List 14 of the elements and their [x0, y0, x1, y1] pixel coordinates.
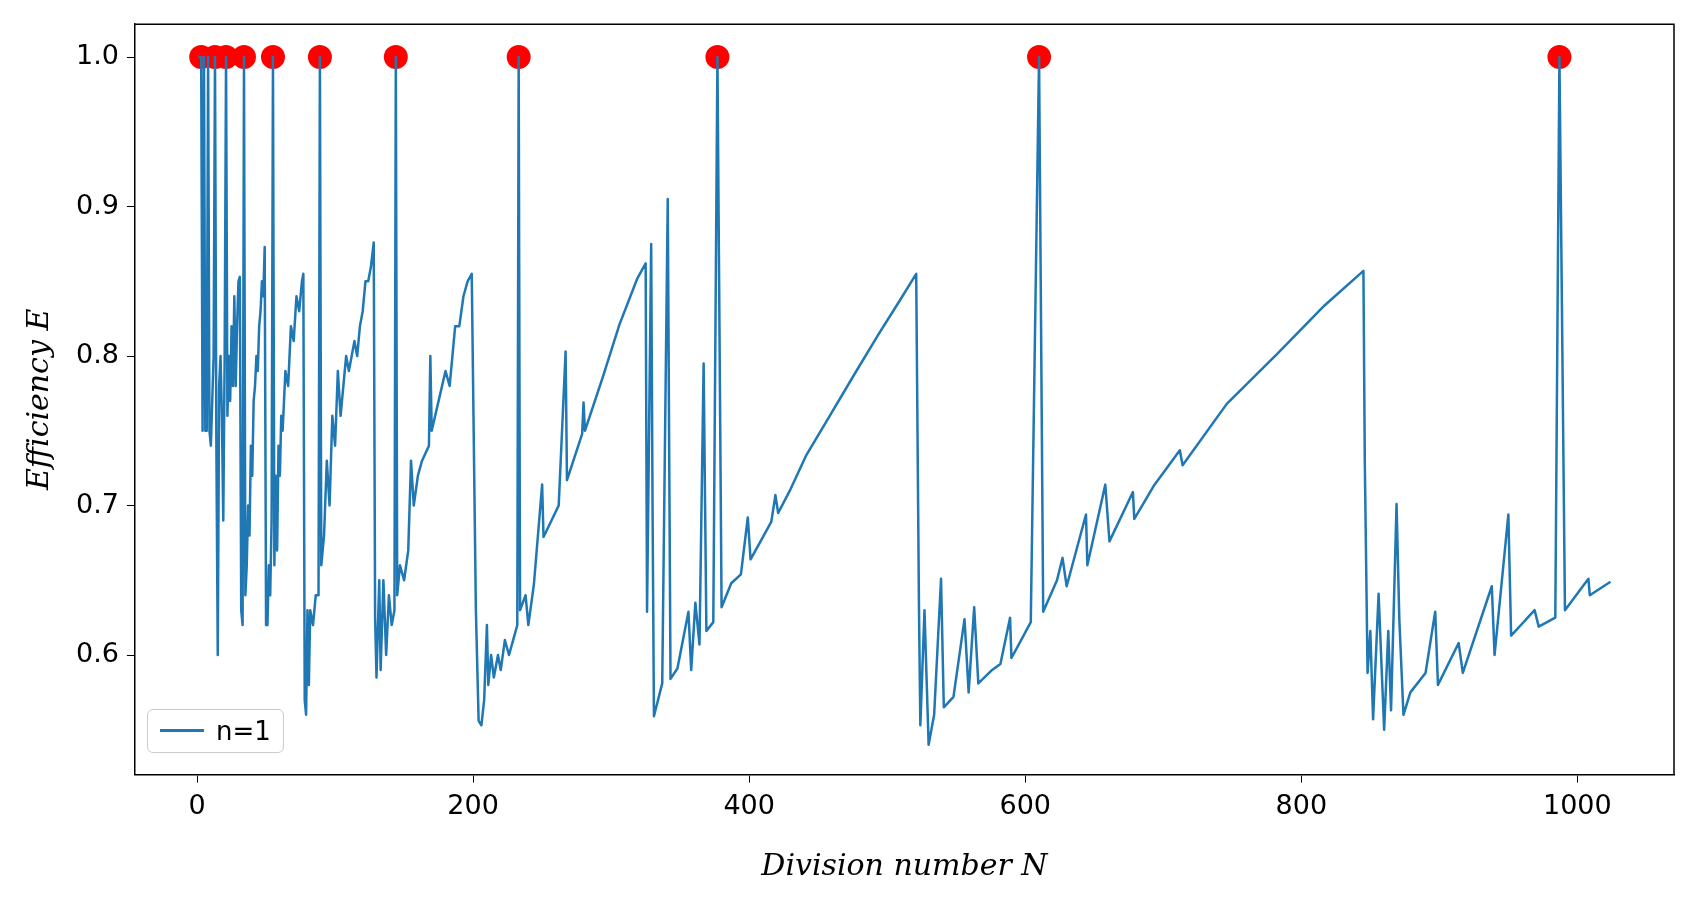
- x-axis-title: Division number N: [760, 846, 1050, 882]
- x-tick-label: 0: [188, 788, 206, 820]
- x-tick-label: 200: [447, 788, 499, 820]
- x-tick-label: 400: [723, 788, 775, 820]
- y-tick-label: 0.7: [75, 487, 119, 519]
- y-tick-label: 0.9: [75, 188, 119, 220]
- y-tick-label: 1.0: [75, 39, 119, 71]
- x-tick-label: 600: [999, 788, 1052, 820]
- legend-label: n=1: [215, 715, 271, 746]
- y-tick-label: 0.8: [75, 338, 119, 370]
- y-axis-title: Efficiency E: [19, 308, 55, 492]
- y-tick-label: 0.6: [75, 637, 119, 669]
- x-tick-label: 800: [1275, 788, 1328, 820]
- x-tick-label: 1000: [1543, 788, 1612, 820]
